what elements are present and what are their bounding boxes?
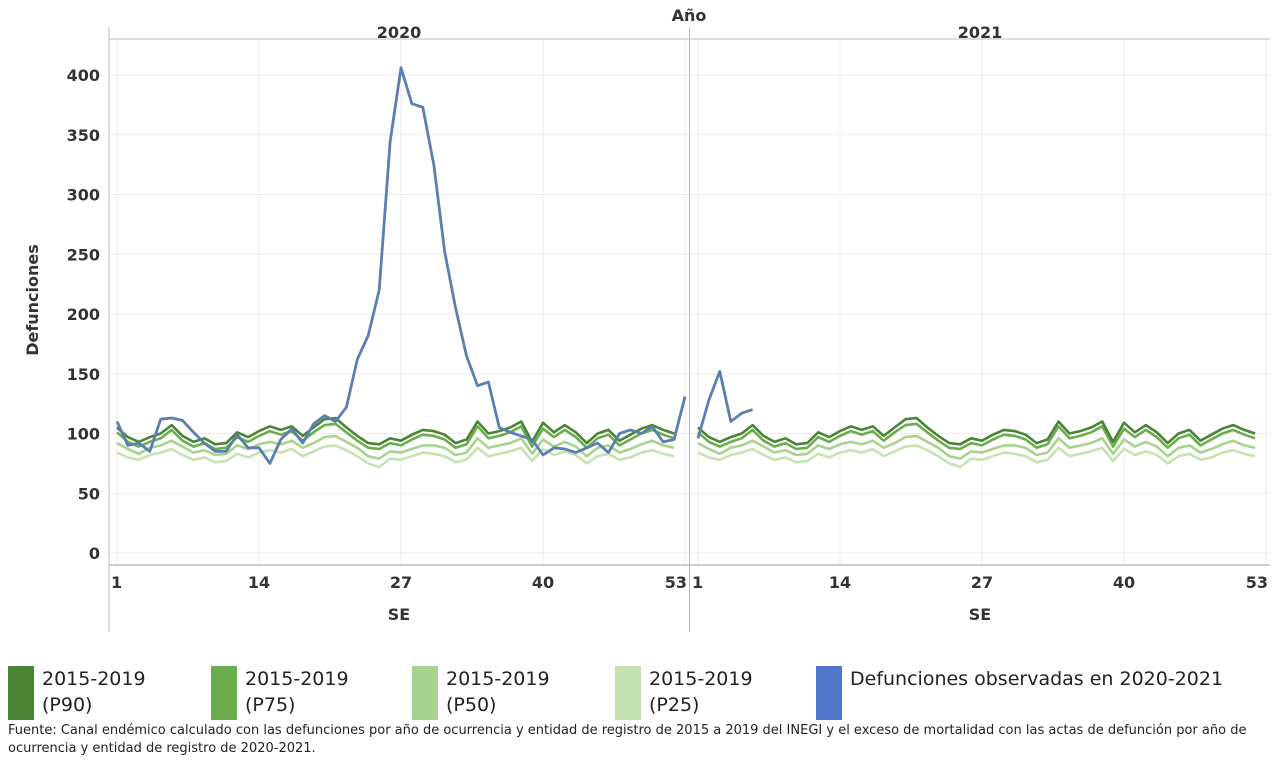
legend-swatch-p50 — [412, 666, 438, 720]
legend-item-p25: 2015-2019 (P25) — [615, 666, 769, 720]
y-tick-labels: 0 50 100 150 200 250 300 350 400 — [67, 66, 100, 563]
x-tick-label: 1 — [692, 573, 703, 592]
legend-swatch-p25 — [615, 666, 641, 720]
top-title: Año — [672, 6, 707, 25]
x-tick-label: 27 — [971, 573, 993, 592]
y-tick-label: 350 — [67, 126, 100, 145]
chart-area: Año 2020 2021 Defunciones SE SE 05010015… — [23, 6, 1270, 632]
x-tick-label: 40 — [1113, 573, 1135, 592]
y-tick-label: 400 — [67, 66, 100, 85]
x-tick-label: 53 — [665, 573, 687, 592]
y-tick-label: 200 — [67, 305, 100, 324]
legend-label-p50: 2015-2019 (P50) — [446, 668, 550, 716]
y-tick-label: 250 — [67, 245, 100, 264]
legend-swatch-observed — [816, 666, 842, 720]
series-line-2015-2019-p75--panel-2 — [697, 422, 1256, 451]
series-line-2015-2019-p25--panel-2 — [697, 444, 1256, 469]
legend-label-observed: Defunciones observadas en 2020-2021 — [850, 668, 1224, 690]
legend-swatch-p75 — [211, 666, 237, 720]
series-line-2015-2019-p90--panel-1 — [116, 416, 675, 446]
y-tick-label: 150 — [67, 365, 100, 384]
x-tick-labels: 1 14 27 40 53 1 14 27 40 53 — [111, 573, 1268, 592]
y-tick-label: 300 — [67, 186, 100, 205]
x-axis-title-2021: SE — [969, 605, 991, 624]
series-line-2015-2019-p25--panel-1 — [116, 444, 675, 469]
series-line-2015-2019-p90--panel-2 — [697, 416, 1256, 446]
series-line-2015-2019-p50--panel-2 — [697, 434, 1256, 460]
legend-label-p90: 2015-2019 (P90) — [42, 668, 146, 716]
x-tick-label: 1 — [111, 573, 122, 592]
source-note: Fuente: Canal endémico calculado con las… — [8, 723, 1247, 756]
panel-label-2020: 2020 — [377, 23, 422, 42]
legend-item-p90: 2015-2019 (P90) — [8, 666, 162, 720]
x-tick-label: 14 — [829, 573, 851, 592]
legend-item-p75: 2015-2019 (P75) — [211, 666, 365, 720]
legend-item-p50: 2015-2019 (P50) — [412, 666, 566, 720]
panel-label-2021: 2021 — [958, 23, 1003, 42]
x-tick-label: 14 — [248, 573, 270, 592]
y-tick-label: 0 — [89, 544, 100, 563]
series-layer — [115, 66, 1256, 469]
x-axis-title-2020: SE — [388, 605, 410, 624]
x-tick-label: 27 — [390, 573, 412, 592]
legend-swatch-p90 — [8, 666, 34, 720]
y-axis-title: Defunciones — [23, 244, 42, 356]
series-line-observed-2021 — [696, 369, 754, 439]
legend-label-p75: 2015-2019 (P75) — [245, 668, 349, 716]
chart-frame — [108, 27, 1270, 632]
legend-item-observed: Defunciones observadas en 2020-2021 — [816, 666, 1230, 720]
y-tick-label: 50 — [78, 484, 100, 503]
x-tick-label: 40 — [532, 573, 554, 592]
series-line-observed-2020 — [115, 66, 687, 465]
x-tick-label: 53 — [1246, 573, 1268, 592]
legend: 2015-2019 (P90) 2015-2019 (P75) 2015-201… — [0, 666, 1277, 722]
y-tick-label: 100 — [67, 425, 100, 444]
legend-label-p25: 2015-2019 (P25) — [649, 668, 753, 716]
